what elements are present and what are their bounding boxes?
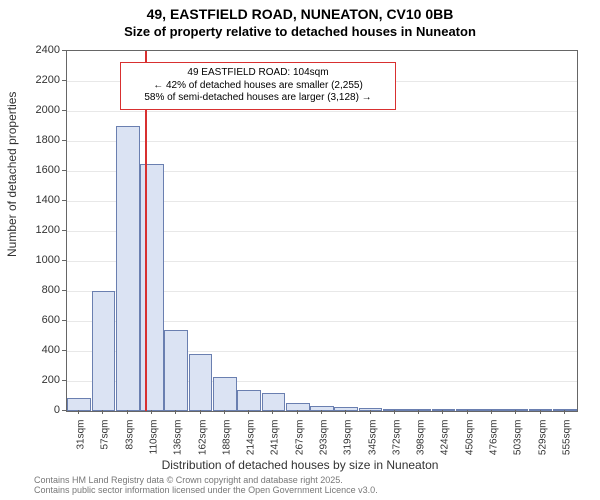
annotation-box: 49 EASTFIELD ROAD: 104sqm← 42% of detach… <box>120 62 396 110</box>
x-tick-mark <box>491 410 492 414</box>
x-tick-mark <box>224 410 225 414</box>
histogram-bar <box>456 409 480 411</box>
gridline <box>67 141 577 142</box>
y-tick-mark <box>62 230 66 231</box>
y-tick-mark <box>62 380 66 381</box>
y-tick-mark <box>62 410 66 411</box>
x-tick-label: 372sqm <box>391 420 402 470</box>
x-tick-label: 31sqm <box>76 420 87 470</box>
x-tick-label: 345sqm <box>367 420 378 470</box>
y-tick-label: 2200 <box>8 74 60 86</box>
x-tick-mark <box>272 410 273 414</box>
histogram-bar <box>67 398 91 412</box>
x-tick-mark <box>540 410 541 414</box>
y-tick-label: 1800 <box>8 134 60 146</box>
plot-area: 49 EASTFIELD ROAD: 104sqm← 42% of detach… <box>66 50 578 412</box>
x-tick-mark <box>102 410 103 414</box>
x-tick-label: 293sqm <box>319 420 330 470</box>
x-tick-mark <box>370 410 371 414</box>
x-tick-mark <box>151 410 152 414</box>
y-tick-label: 200 <box>8 374 60 386</box>
x-tick-label: 450sqm <box>464 420 475 470</box>
x-tick-mark <box>297 410 298 414</box>
x-tick-label: 503sqm <box>513 420 524 470</box>
x-tick-label: 188sqm <box>221 420 232 470</box>
y-tick-mark <box>62 260 66 261</box>
y-tick-mark <box>62 350 66 351</box>
histogram-bar <box>189 354 213 411</box>
histogram-bar <box>140 164 164 412</box>
annotation-line1: 49 EASTFIELD ROAD: 104sqm <box>127 67 389 80</box>
x-tick-mark <box>515 410 516 414</box>
y-tick-mark <box>62 320 66 321</box>
x-tick-label: 424sqm <box>440 420 451 470</box>
y-tick-label: 1200 <box>8 224 60 236</box>
x-tick-label: 241sqm <box>270 420 281 470</box>
x-tick-label: 162sqm <box>197 420 208 470</box>
y-tick-mark <box>62 170 66 171</box>
x-tick-label: 555sqm <box>561 420 572 470</box>
y-tick-label: 1400 <box>8 194 60 206</box>
x-tick-label: 529sqm <box>537 420 548 470</box>
histogram-bar <box>286 403 310 411</box>
y-tick-mark <box>62 290 66 291</box>
footer-line2: Contains public sector information licen… <box>34 486 378 496</box>
y-tick-label: 2400 <box>8 44 60 56</box>
x-tick-label: 476sqm <box>489 420 500 470</box>
x-tick-mark <box>127 410 128 414</box>
histogram-bar <box>262 393 286 411</box>
y-tick-label: 1600 <box>8 164 60 176</box>
x-tick-label: 267sqm <box>294 420 305 470</box>
x-tick-label: 136sqm <box>173 420 184 470</box>
y-tick-label: 400 <box>8 344 60 356</box>
annotation-line3: 58% of semi-detached houses are larger (… <box>127 92 389 105</box>
x-tick-mark <box>175 410 176 414</box>
gridline <box>67 111 577 112</box>
y-tick-label: 800 <box>8 284 60 296</box>
y-tick-mark <box>62 80 66 81</box>
x-tick-mark <box>394 410 395 414</box>
x-tick-label: 110sqm <box>149 420 160 470</box>
histogram-bar <box>213 377 237 412</box>
x-tick-mark <box>248 410 249 414</box>
x-tick-label: 83sqm <box>124 420 135 470</box>
x-tick-mark <box>78 410 79 414</box>
histogram-bar <box>164 330 188 411</box>
chart-title-line1: 49, EASTFIELD ROAD, NUNEATON, CV10 0BB <box>0 6 600 22</box>
x-tick-label: 57sqm <box>100 420 111 470</box>
y-tick-label: 0 <box>8 404 60 416</box>
x-tick-label: 214sqm <box>246 420 257 470</box>
histogram-bar <box>116 126 140 411</box>
y-tick-label: 1000 <box>8 254 60 266</box>
x-tick-mark <box>467 410 468 414</box>
footer-attribution: Contains HM Land Registry data © Crown c… <box>34 476 378 496</box>
histogram-bar <box>237 390 261 411</box>
x-tick-label: 319sqm <box>343 420 354 470</box>
histogram-bar <box>383 409 407 411</box>
x-tick-mark <box>418 410 419 414</box>
x-tick-mark <box>442 410 443 414</box>
x-tick-mark <box>564 410 565 414</box>
chart-container: 49, EASTFIELD ROAD, NUNEATON, CV10 0BB S… <box>0 0 600 500</box>
x-tick-label: 398sqm <box>416 420 427 470</box>
x-tick-mark <box>200 410 201 414</box>
annotation-line2: ← 42% of detached houses are smaller (2,… <box>127 80 389 93</box>
histogram-bar <box>92 291 116 411</box>
x-tick-mark <box>321 410 322 414</box>
y-tick-label: 2000 <box>8 104 60 116</box>
y-tick-label: 600 <box>8 314 60 326</box>
y-tick-mark <box>62 50 66 51</box>
y-axis-label: Number of detached properties <box>5 217 19 257</box>
x-tick-mark <box>345 410 346 414</box>
y-tick-mark <box>62 200 66 201</box>
chart-title-line2: Size of property relative to detached ho… <box>0 24 600 39</box>
y-tick-mark <box>62 110 66 111</box>
histogram-bar <box>553 409 577 411</box>
y-tick-mark <box>62 140 66 141</box>
